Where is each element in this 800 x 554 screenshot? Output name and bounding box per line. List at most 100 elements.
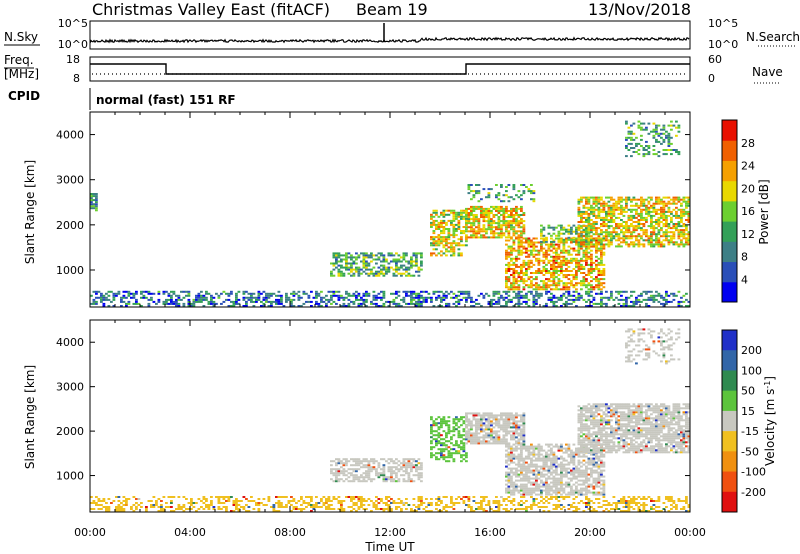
velocity-cell — [445, 446, 448, 449]
velocity-cell — [620, 498, 623, 500]
velocity-cell — [510, 489, 513, 492]
power-cell — [667, 235, 671, 238]
velocity-cell — [480, 420, 483, 423]
power-cell — [400, 298, 403, 301]
power-cell — [325, 305, 328, 307]
power-cell — [590, 210, 593, 213]
velocity-cell — [487, 416, 491, 419]
power-cell — [582, 249, 586, 252]
velocity-cell — [485, 418, 488, 421]
power-cell — [562, 282, 566, 285]
velocity-cell — [405, 462, 408, 465]
power-cell — [645, 231, 648, 234]
velocity-cell — [505, 424, 508, 427]
power-cell — [577, 208, 581, 211]
power-cell — [610, 292, 613, 295]
power-cell — [540, 232, 543, 235]
power-cell — [682, 235, 686, 238]
power-cell — [610, 233, 613, 236]
power-cell — [490, 302, 493, 305]
power-cell — [515, 222, 518, 225]
power-cell — [637, 225, 641, 228]
power-cell — [660, 202, 663, 205]
power-cell — [685, 210, 688, 213]
power-cell — [662, 245, 666, 248]
power-cell — [547, 253, 551, 256]
velocity-cell — [525, 465, 528, 468]
power-cell — [555, 270, 558, 272]
power-cell — [582, 231, 586, 234]
power-cell — [507, 278, 511, 281]
power-cell — [510, 228, 513, 231]
power-cell — [332, 252, 336, 255]
power-cell — [447, 242, 451, 245]
power-cell — [557, 232, 561, 235]
power-cell — [597, 202, 601, 205]
power-cell — [685, 243, 688, 246]
power-cell — [607, 210, 611, 213]
velocity-cell — [222, 502, 226, 504]
velocity-cell — [237, 500, 241, 502]
power-cell — [402, 254, 406, 257]
velocity-cell — [387, 476, 391, 479]
power-cell — [570, 237, 573, 240]
power-cell — [652, 243, 656, 246]
power-cell — [590, 261, 593, 264]
power-cell — [577, 298, 581, 301]
power-cell — [370, 272, 373, 275]
velocity-cell — [155, 502, 158, 504]
velocity-cell — [352, 498, 356, 500]
velocity-cell — [455, 444, 458, 447]
power-cell — [580, 245, 583, 248]
power-cell — [347, 292, 351, 295]
nsky-line — [89, 36, 690, 44]
velocity-cell — [490, 416, 493, 419]
velocity-cell — [465, 504, 468, 506]
power-cell — [470, 296, 473, 299]
power-cell — [532, 272, 536, 274]
power-cell — [477, 192, 481, 195]
power-cell — [647, 132, 651, 135]
velocity-cell — [165, 506, 168, 508]
power-cell — [502, 200, 506, 203]
power-cell — [635, 202, 638, 205]
power-cell — [662, 140, 666, 143]
power-cell — [647, 202, 651, 205]
power-cell — [292, 305, 296, 307]
power-cell — [440, 240, 443, 243]
power-cell — [680, 214, 683, 217]
power-cell — [542, 239, 546, 242]
velocity-cell — [387, 496, 391, 498]
velocity-cell — [682, 500, 686, 502]
velocity-cell — [192, 502, 196, 504]
velocity-cell — [517, 420, 521, 423]
power-cell — [602, 270, 606, 272]
power-cell — [590, 284, 593, 287]
power-cell — [450, 221, 453, 224]
power-cell — [647, 145, 651, 147]
velocity-cell — [377, 474, 381, 477]
power-cell — [400, 305, 403, 307]
velocity-cell — [455, 422, 458, 425]
power-cell — [552, 272, 556, 274]
velocity-cell — [352, 504, 356, 506]
power-cell — [600, 298, 603, 301]
power-cell — [627, 243, 631, 246]
velocity-cell — [360, 500, 363, 502]
power-cell — [405, 274, 408, 277]
power-cell — [570, 253, 573, 256]
power-cell — [622, 239, 626, 242]
power-cell — [667, 202, 671, 205]
power-cell — [660, 210, 663, 213]
power-cell — [587, 243, 591, 246]
power-cell — [297, 305, 301, 307]
power-cell — [597, 210, 601, 213]
velocity-cell — [507, 432, 511, 435]
velocity-cell — [485, 434, 488, 437]
power-cell — [645, 208, 648, 211]
power-cell — [297, 294, 301, 297]
velocity-cell — [500, 416, 503, 419]
power-cell — [172, 292, 176, 295]
power-cell — [535, 290, 538, 293]
power-cell — [625, 302, 628, 305]
